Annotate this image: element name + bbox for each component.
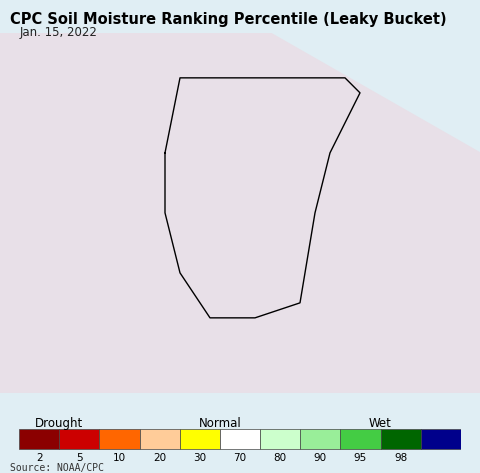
Text: 80: 80 [274,453,287,463]
Text: 70: 70 [233,453,247,463]
Bar [60,429,99,449]
Text: 95: 95 [354,453,367,463]
Text: 10: 10 [113,453,126,463]
Polygon shape [330,213,480,393]
Bar [340,429,381,449]
Text: Drought: Drought [35,417,84,430]
Polygon shape [0,33,480,393]
Bar [19,429,60,449]
Bar [220,429,260,449]
Text: 98: 98 [394,453,407,463]
Text: Source: NOAA/CPC: Source: NOAA/CPC [10,463,104,473]
Bar [420,429,461,449]
Text: Jan. 15, 2022: Jan. 15, 2022 [19,26,97,39]
Text: 20: 20 [153,453,166,463]
Polygon shape [165,78,360,318]
Text: CPC Soil Moisture Ranking Percentile (Leaky Bucket): CPC Soil Moisture Ranking Percentile (Le… [10,12,446,27]
Bar [180,429,220,449]
Text: 5: 5 [76,453,83,463]
Text: 2: 2 [36,453,43,463]
Bar [99,429,140,449]
Text: Wet: Wet [369,417,392,430]
Text: 90: 90 [314,453,327,463]
Bar [381,429,420,449]
Bar [300,429,340,449]
Bar [140,429,180,449]
Text: 30: 30 [193,453,206,463]
Bar [260,429,300,449]
Text: Normal: Normal [199,417,241,430]
